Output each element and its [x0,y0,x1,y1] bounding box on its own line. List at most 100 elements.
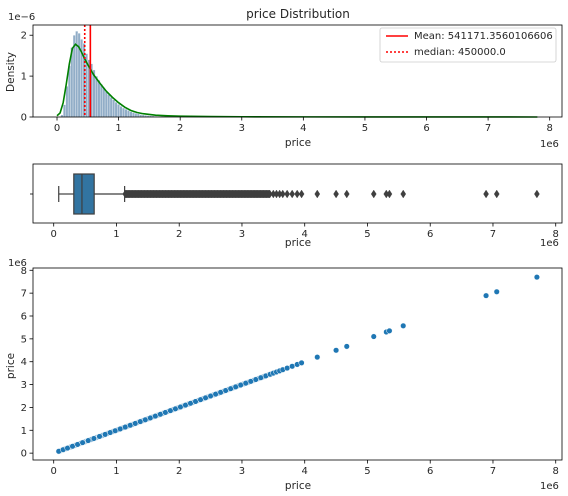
boxplot-x-tick-label: 7 [490,229,496,240]
scatter-point [90,435,97,442]
scatter-point [162,409,169,416]
histogram-x-tick-label: 5 [362,123,368,134]
scatter-point [107,429,114,436]
scatter-point [157,411,164,418]
scatter-point [96,433,103,440]
boxplot-outlier [333,189,339,199]
histogram-bar [129,111,133,118]
legend-median-label: median: 450000.0 [414,47,506,58]
scatter-x-tick-label: 7 [490,466,496,477]
scatter-point [167,407,174,414]
scatter-point [252,376,259,383]
scatter-point [172,405,179,412]
scatter-point [132,420,139,427]
scatter-point [333,347,340,354]
histogram-bar [112,99,116,118]
scatter-y-tick-label: 4 [21,357,27,368]
scatter-y-tick-label: 2 [21,403,27,414]
histogram-bar [117,104,120,118]
histogram-bar [134,113,138,118]
scatter-point [493,288,500,295]
scatter-point [112,427,119,434]
boxplot-outlier [314,189,321,199]
scatter-x-tick-label: 4 [302,466,308,477]
histogram-bar [99,84,103,118]
scatter-point [182,402,189,409]
boxplot-outlier [483,189,489,199]
boxplot-x-axis-label: price [285,237,311,249]
boxplot-outlier [370,189,377,199]
scatter-x-tick-label: 3 [239,466,245,477]
boxplot-outlier [493,189,500,199]
scatter-y-tick-label: 5 [21,334,27,345]
boxplot-x-tick-label: 5 [364,229,370,240]
boxplot-outlier [298,189,305,199]
histogram-bar [122,107,125,118]
scatter-point [207,392,214,400]
scatter-point [69,443,76,450]
scatter-point [122,424,129,431]
histogram-y-tick-label: 1 [21,72,27,83]
scatter-point [483,292,490,299]
histogram-bar [107,94,111,118]
scatter-x-tick-label: 5 [364,466,370,477]
scatter-point [284,365,291,372]
scatter-point [117,425,124,432]
scatter-x-tick-label: 1 [113,466,119,477]
scatter-point [85,437,92,444]
scatter-point [202,394,209,401]
histogram-bar [119,106,123,118]
scatter-y-tick-label: 0 [21,449,27,460]
histogram-bar [104,91,108,118]
histogram-frame [32,24,563,118]
histogram-y-scale-label: 1e−6 [8,12,35,23]
scatter-point [533,274,540,281]
scatter-point [177,403,184,411]
boxplot-x-tick-label: 8 [553,229,559,240]
scatter-point [227,385,234,392]
boxplot-x-scale-label: 1e6 [540,238,559,249]
scatter-point [127,422,134,429]
scatter-point [314,354,321,361]
scatter-point [400,322,407,329]
boxplot-outlier [284,189,290,199]
scatter-y-tick-label: 1 [21,426,27,437]
boxplot-outlier [386,189,393,199]
scatter-x-ticks: 0 1 2 3 4 5 6 7 8 [51,460,559,477]
histogram-legend: Mean: 541171.3560106606 median: 450000.0 [379,27,557,63]
scatter-y-tick-label: 6 [21,312,27,323]
scatter-point [237,381,244,389]
histogram-panel: price Distribution 1e−6 Density 0 1 2 3 4 5 6 7… [5,7,563,150]
scatter-frame [32,267,563,461]
scatter-point [298,359,305,366]
scatter-point [142,416,149,423]
legend-mean-label: Mean: 541171.3560106606 [414,31,553,42]
histogram-bar [131,112,135,118]
scatter-point [74,441,81,448]
scatter-point [187,400,194,407]
scatter-point [79,439,86,446]
histogram-bar [124,109,128,118]
histogram-bars [60,30,164,118]
scatter-y-tick-label: 3 [21,380,27,391]
scatter-point [386,327,393,334]
scatter-point [212,391,219,398]
histogram-x-tick-label: 3 [239,123,245,134]
histogram-x-tick-label: 1 [115,123,121,134]
scatter-y-axis-label: price [5,353,17,379]
scatter-point [247,378,254,385]
boxplot-x-tick-label: 3 [239,229,245,240]
scatter-point [64,445,71,452]
scatter-point [152,413,159,420]
histogram-x-tick-label: 7 [485,123,491,134]
scatter-point [147,414,154,421]
boxplot-outlier [279,189,286,199]
scatter-point [192,398,199,405]
histogram-x-tick-label: 4 [300,123,306,134]
histogram-bar [63,104,66,118]
histogram-bar [127,110,130,118]
histogram-bar [95,75,98,118]
histogram-y-axis-label: Density [5,52,17,92]
histogram-y-tick-label: 2 [21,31,27,42]
histogram-title: price Distribution [246,7,350,21]
